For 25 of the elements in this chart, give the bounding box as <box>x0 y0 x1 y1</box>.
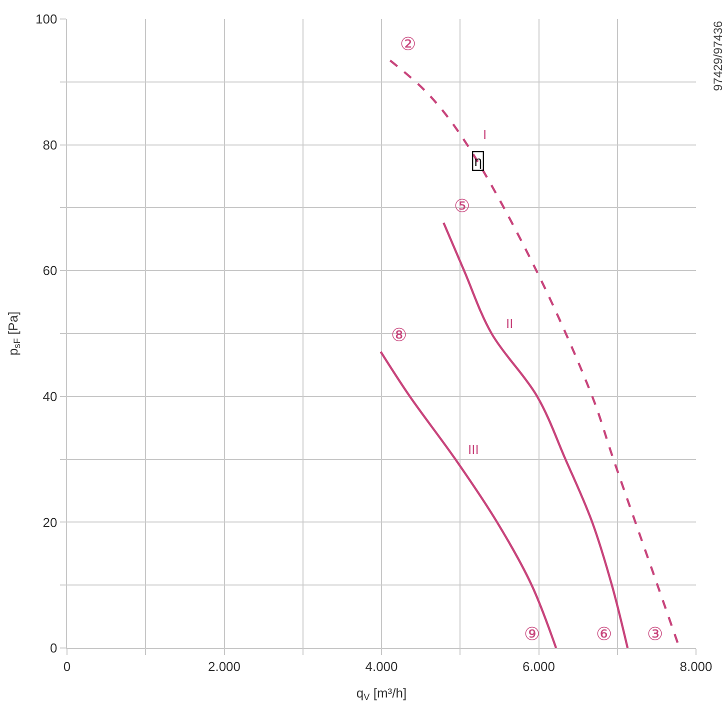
x-tick-label: 0 <box>63 658 71 674</box>
x-tick-label: 8.000 <box>680 658 712 674</box>
annotation: η <box>474 153 482 170</box>
x-axis-title: q$_{V}$ [m³/h] <box>356 685 407 702</box>
y-tick-label: 60 <box>42 263 58 278</box>
annotation: ⑧ <box>391 325 408 345</box>
x-tick-label: 4.000 <box>365 658 398 674</box>
series-label: III <box>468 442 479 457</box>
y-tick-label: 20 <box>42 514 58 530</box>
y-tick-label: 100 <box>36 12 58 27</box>
y-tick-label: 0 <box>50 640 58 656</box>
line-series <box>442 222 629 648</box>
x-tick-label: 6.000 <box>522 658 556 674</box>
y-tick-label: 40 <box>42 388 58 404</box>
annotation: ⑨ <box>524 624 540 644</box>
annotation: ② <box>400 34 416 54</box>
series-label: I <box>483 127 487 142</box>
series-label: II <box>506 316 514 331</box>
text: 97429/97436 <box>711 20 724 92</box>
line-series <box>380 350 558 648</box>
x-tick-label: 2.000 <box>208 658 241 674</box>
annotation: ⑤ <box>454 196 470 216</box>
annotation: ⑥ <box>596 624 612 644</box>
y-tick-label: 80 <box>42 137 58 152</box>
annotation: ③ <box>647 624 664 644</box>
